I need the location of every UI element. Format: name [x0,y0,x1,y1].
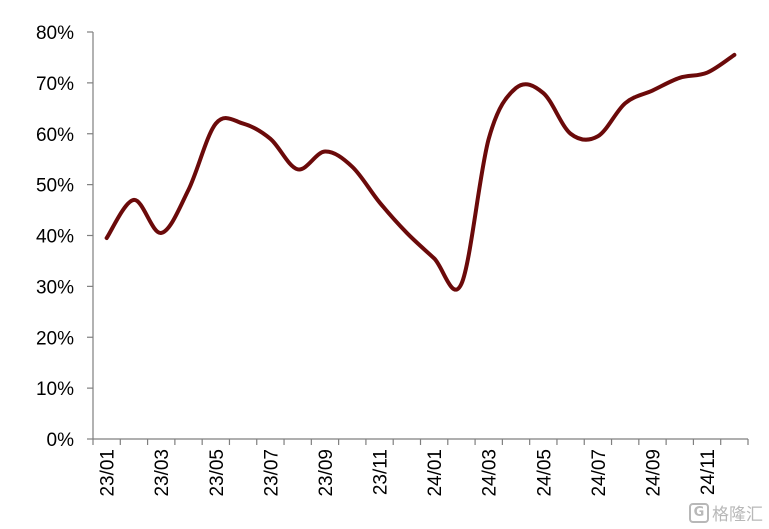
x-tick-label: 24/01 [425,449,446,497]
x-tick-label: 24/05 [534,449,555,497]
y-tick-label: 70% [36,74,74,95]
x-tick-label: 23/11 [371,449,392,495]
y-tick-label: 10% [36,379,74,400]
watermark-logo-icon: G [689,502,709,523]
y-tick-label: 20% [36,328,74,349]
y-tick-label: 30% [36,277,74,298]
x-tick-label: 23/05 [207,449,228,497]
x-tick-label: 24/07 [589,449,610,497]
y-tick-label: 0% [47,430,75,451]
x-tick-label: 23/07 [261,449,282,497]
x-tick-label: 24/09 [643,449,664,497]
x-tick-label: 23/03 [152,449,173,497]
x-tick-label: 24/03 [480,449,501,497]
x-axis-ticks: 23/01 23/03 23/05 23/07 23/09 23/11 24/01 24/03… [92,439,749,497]
watermark-text: 格隆汇 [712,505,763,525]
x-tick-label: 24/11 [698,449,719,495]
series-line [104,52,737,292]
y-tick-label: 80% [36,23,74,44]
x-tick-label: 23/01 [98,449,119,497]
y-tick-label: 60% [36,125,74,146]
y-tick-label: 50% [36,176,74,197]
y-tick-label: 40% [36,227,74,248]
series-group [104,52,737,292]
y-axis-ticks: 0% 10% 20% 30% 40% 50% 60% 70% 80% [36,23,93,451]
watermark: G 格隆汇 [689,500,763,525]
x-tick-label: 23/09 [316,449,337,497]
